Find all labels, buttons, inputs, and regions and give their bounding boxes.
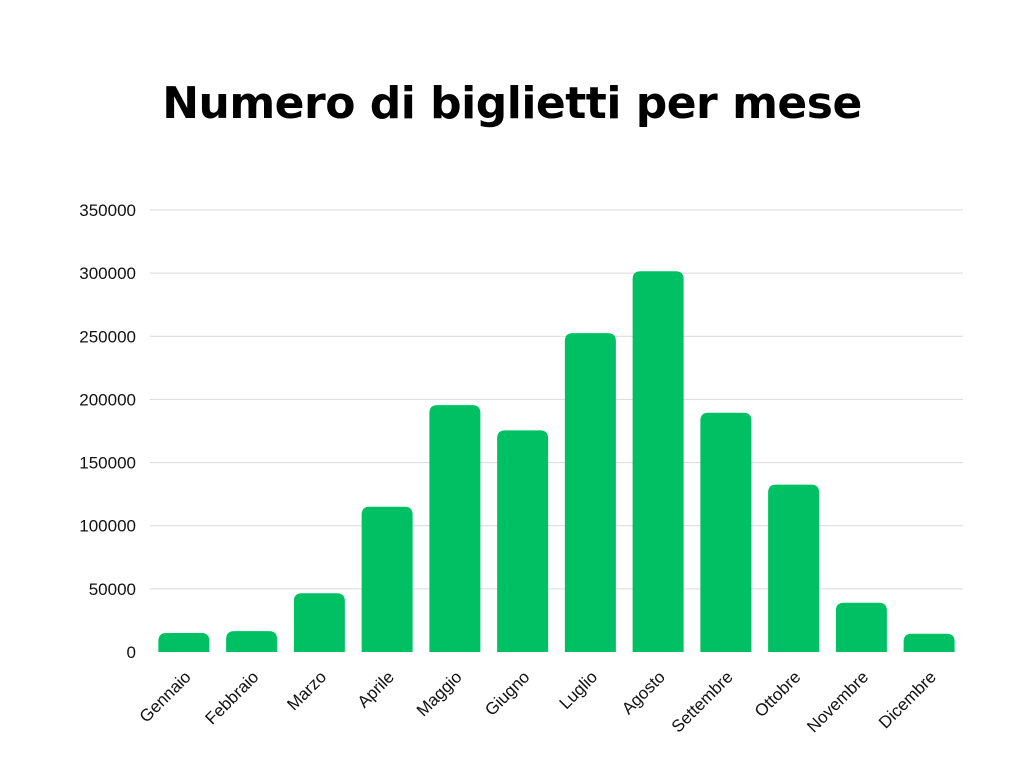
y-tick-label: 350000	[79, 201, 136, 220]
x-category-label: Agosto	[618, 667, 669, 718]
y-tick-label: 300000	[79, 264, 136, 283]
bar-febbraio	[226, 631, 278, 652]
x-category-label: Settembre	[668, 667, 737, 736]
y-tick-label: 100000	[79, 517, 136, 536]
bars	[158, 271, 955, 652]
bar-maggio	[429, 405, 481, 652]
bar-marzo	[293, 593, 345, 652]
bar-settembre	[700, 412, 752, 652]
x-category-label: Aprile	[354, 667, 398, 711]
bar-giugno	[497, 430, 549, 652]
bar-novembre	[835, 602, 887, 652]
bar-luglio	[564, 333, 616, 652]
grid-lines	[150, 209, 963, 590]
x-category-label: Luglio	[556, 667, 602, 713]
x-category-label: Novembre	[803, 667, 872, 736]
bar-aprile	[361, 506, 413, 652]
x-category-label: Maggio	[413, 667, 466, 720]
bar-gennaio	[158, 633, 210, 652]
x-category-label: Ottobre	[751, 667, 805, 721]
x-category-label: Giugno	[481, 667, 533, 719]
bar-agosto	[632, 271, 684, 652]
x-axis-labels: Gennaio Febbraio Marzo Aprile Maggio Giugno Lu…	[136, 667, 940, 736]
chart-title: Numero di biglietti per mese	[162, 78, 862, 129]
x-category-label: Marzo	[283, 667, 330, 714]
x-category-label: Febbraio	[202, 667, 263, 728]
y-tick-label: 250000	[79, 327, 136, 346]
y-tick-label: 200000	[79, 390, 136, 409]
y-tick-label: 150000	[79, 454, 136, 473]
y-axis-ticks: 0 50000 100000 150000 200000 250000 300000 3500…	[79, 201, 136, 662]
bar-ottobre	[768, 484, 820, 652]
x-category-label: Dicembre	[875, 667, 940, 732]
bar-dicembre	[903, 633, 955, 652]
x-category-label: Gennaio	[136, 667, 195, 726]
y-tick-label: 50000	[89, 580, 136, 599]
y-tick-label: 0	[127, 643, 136, 662]
